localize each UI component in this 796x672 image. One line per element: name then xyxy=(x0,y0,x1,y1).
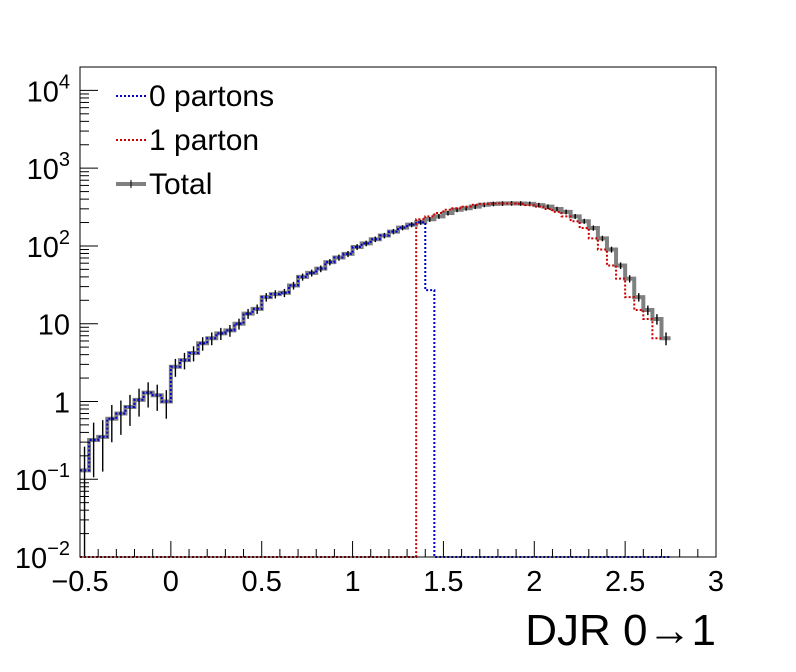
y-tick-label: 10 xyxy=(38,310,70,342)
y-tick-label: 103 xyxy=(27,149,70,186)
legend-label: 1 parton xyxy=(149,124,259,157)
legend-label: 0 partons xyxy=(149,80,274,113)
x-tick-label: 3 xyxy=(708,566,724,598)
y-tick-label: 10−1 xyxy=(15,460,70,497)
x-tick-label: 1.5 xyxy=(423,566,463,598)
x-axis-title: DJR 0→1 xyxy=(525,606,716,655)
legend-label: Total xyxy=(149,168,212,201)
x-tick-label: 2.5 xyxy=(605,566,645,598)
y-axis: 10−2 10−1 1 10 102 103 104 xyxy=(15,66,98,575)
y-tick-label: 10−2 xyxy=(15,538,70,575)
legend: 0 partons 1 parton Total xyxy=(116,80,274,201)
x-tick-label: 0.5 xyxy=(242,566,282,598)
x-tick-label: −0.5 xyxy=(51,566,108,598)
x-tick-label: 2 xyxy=(526,566,542,598)
y-tick-label: 102 xyxy=(27,227,70,264)
plot-frame xyxy=(79,66,717,558)
x-tick-label: 0 xyxy=(163,566,179,598)
x-tick-label: 1 xyxy=(345,566,361,598)
x-axis: −0.5 0 0.5 1 1.5 2 2.5 3 xyxy=(51,541,724,598)
y-tick-label: 104 xyxy=(27,71,70,108)
y-tick-label: 1 xyxy=(54,387,70,419)
